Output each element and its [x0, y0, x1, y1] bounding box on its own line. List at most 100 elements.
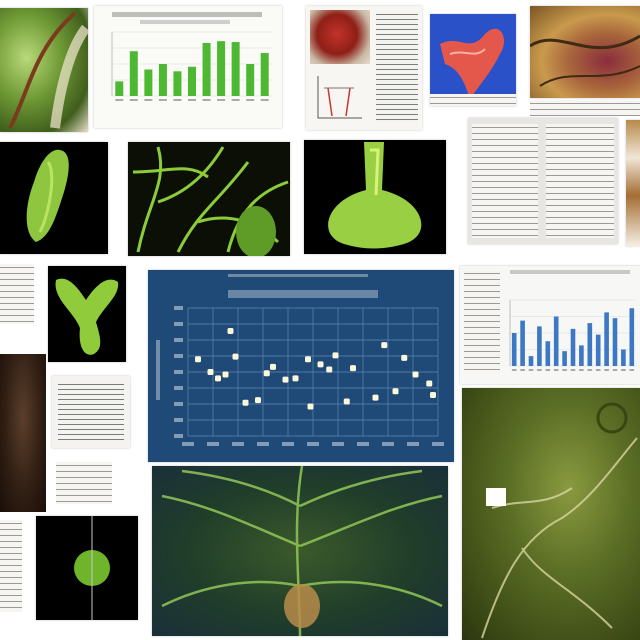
bar — [528, 356, 534, 366]
x-tick-label — [217, 99, 226, 101]
specimen-caption — [430, 94, 516, 106]
green-bar-chart — [94, 6, 282, 128]
x-tick-label — [144, 99, 153, 101]
y-tick-label — [174, 338, 183, 342]
x-tick-label — [307, 442, 319, 446]
tissue-caption-strip — [530, 100, 640, 116]
bar — [260, 53, 269, 96]
x-tick-label — [604, 369, 609, 371]
x-tick-label — [595, 369, 601, 371]
x-tick-label — [511, 369, 517, 371]
x-tick-label — [332, 442, 344, 446]
y-cell-shape — [55, 278, 119, 355]
chart-title-mark — [228, 290, 378, 298]
scatter-point — [326, 366, 333, 373]
scatter-point — [392, 388, 399, 395]
x-tick-label — [629, 369, 635, 371]
scatter-plot — [148, 270, 454, 462]
bar — [231, 42, 240, 96]
scatter-point — [412, 371, 419, 378]
scatter-point — [232, 353, 239, 360]
blue-bar-plot — [509, 299, 636, 371]
scatter-point — [307, 403, 314, 410]
brown-tissue-micrograph — [530, 6, 640, 98]
chart-title-placeholder — [112, 12, 262, 17]
green-cell-micrograph — [0, 8, 88, 132]
bulb-cell-shape — [328, 142, 422, 249]
scatter-point — [332, 352, 339, 359]
bar — [579, 345, 584, 366]
chart-subtitle-placeholder — [140, 20, 230, 24]
bar-page-title — [510, 270, 630, 274]
bar — [217, 41, 226, 96]
scatter-point — [255, 397, 261, 404]
y-tick-label — [174, 354, 183, 358]
cell-texture — [8, 11, 88, 129]
x-tick-label — [173, 99, 182, 101]
dark-brown-tissue — [0, 354, 46, 512]
bar — [115, 81, 124, 96]
scatter-point — [381, 342, 388, 349]
branching-network-shape — [132, 146, 289, 256]
bar — [520, 320, 525, 366]
bar — [612, 318, 618, 366]
bar — [188, 66, 196, 96]
blue-bar-chart-page — [460, 266, 640, 384]
x-tick-label — [553, 369, 559, 371]
x-tick-label — [129, 99, 138, 101]
x-tick-label — [202, 99, 211, 101]
scatter-point — [270, 363, 276, 370]
green-branching-vein-image — [152, 466, 448, 636]
bar — [604, 312, 609, 366]
table-rows — [58, 382, 124, 440]
scatter-point — [215, 375, 221, 382]
vein-branches — [161, 466, 443, 636]
specimen-diagram — [317, 76, 362, 119]
scatter-point — [227, 328, 234, 335]
x-tick-label — [520, 369, 525, 371]
bar — [562, 351, 567, 366]
document-page-left — [472, 124, 538, 238]
x-tick-label — [188, 99, 196, 101]
x-tick-label — [587, 369, 593, 371]
scatter-point — [207, 369, 214, 375]
inset-box — [486, 488, 506, 506]
bar — [629, 308, 635, 366]
navy-scatter-chart — [148, 270, 454, 462]
x-tick-label — [528, 369, 534, 371]
scatter-point — [263, 370, 270, 377]
scatter-point — [317, 361, 324, 368]
edge-document-strip — [626, 120, 640, 246]
x-tick-label — [232, 442, 244, 446]
x-tick-label — [407, 442, 419, 446]
scatter-point — [242, 399, 249, 406]
scatter-point — [426, 380, 433, 387]
x-tick-label — [357, 442, 369, 446]
bar — [621, 349, 626, 366]
y-tick-label — [174, 322, 183, 326]
x-tick-label — [621, 369, 626, 371]
scatter-point — [343, 398, 350, 405]
x-tick-label — [579, 369, 584, 371]
y-axis-label-mark — [156, 340, 160, 400]
scatter-point — [430, 392, 436, 399]
specimen-text-column — [376, 12, 418, 122]
y-tick-label — [174, 434, 183, 438]
x-tick-label — [570, 369, 576, 371]
bar — [511, 333, 517, 366]
bar — [570, 328, 576, 366]
bar — [202, 42, 211, 96]
club-cell-shape — [26, 149, 69, 242]
x-tick-label — [260, 99, 269, 101]
bar — [587, 323, 593, 366]
scatter-point — [372, 394, 379, 401]
bar — [144, 69, 153, 96]
x-tick-label — [231, 99, 240, 101]
red-blue-specimen — [430, 14, 516, 106]
table-document — [52, 376, 130, 448]
bar — [595, 334, 601, 366]
scatter-point — [350, 365, 356, 372]
chart-header-mark — [228, 274, 368, 277]
scatter-point — [195, 356, 201, 363]
plot-background — [148, 270, 454, 462]
